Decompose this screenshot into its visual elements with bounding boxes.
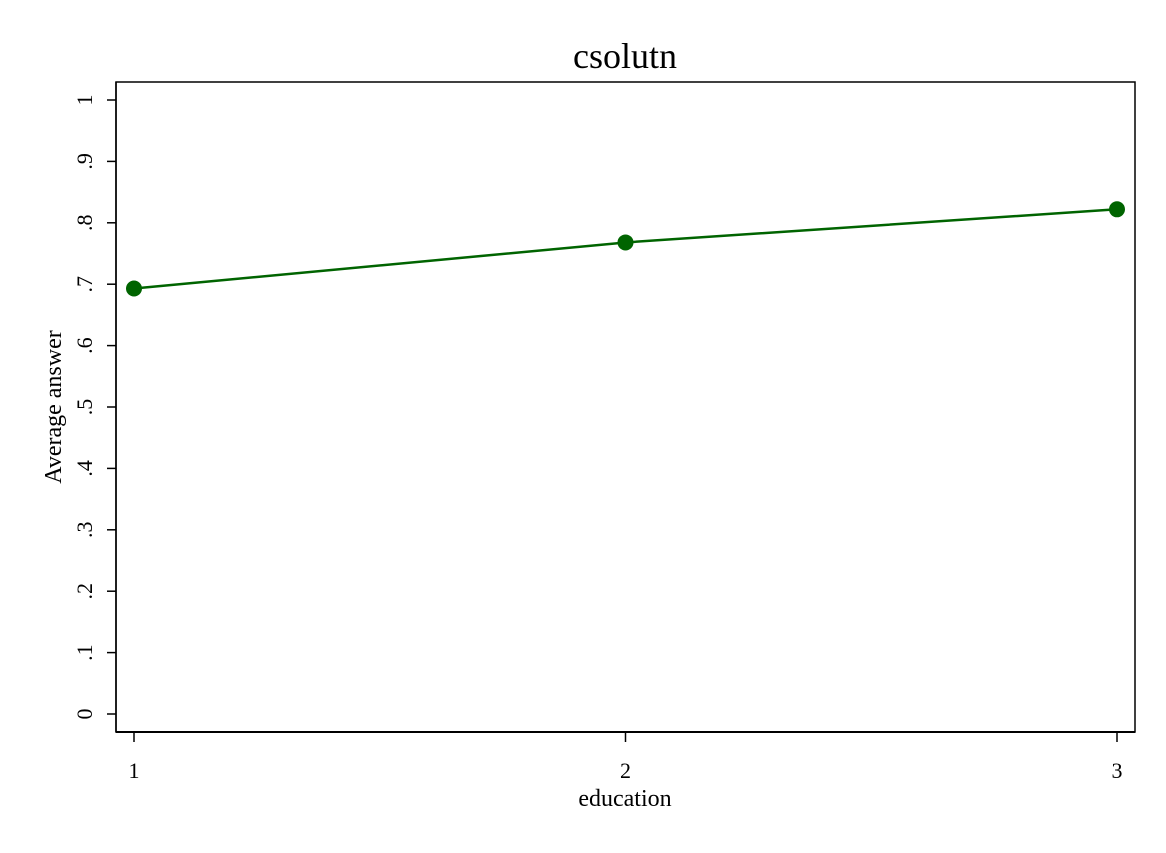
x-tick-label: 1 [129,758,140,783]
chart-title: csolutn [573,36,677,76]
x-axis-label: education [578,786,671,812]
y-tick-label: .2 [72,583,97,600]
y-tick-label: .6 [72,337,97,354]
y-tick-label: .5 [72,399,97,416]
y-tick-label: .1 [72,644,97,661]
y-axis-label: Average answer [41,330,67,483]
y-tick-label: .4 [72,460,97,477]
y-tick-label: .9 [72,153,97,170]
y-tick-label: .3 [72,522,97,539]
y-axis-ticks: 0 .1 .2 .3 .4 .5 .6 .7 .8 .9 1 [72,95,116,720]
data-point [1109,201,1125,218]
y-tick-label: .7 [72,276,97,293]
data-point [126,280,142,297]
x-tick-label: 3 [1112,758,1123,783]
y-tick-label: 0 [72,709,97,720]
x-axis-ticks: 1 2 3 [129,732,1123,783]
y-tick-label: 1 [72,95,97,106]
y-tick-label: .8 [72,215,97,232]
x-tick-label: 2 [620,758,631,783]
data-point [617,234,634,251]
series-layer [126,201,1125,297]
